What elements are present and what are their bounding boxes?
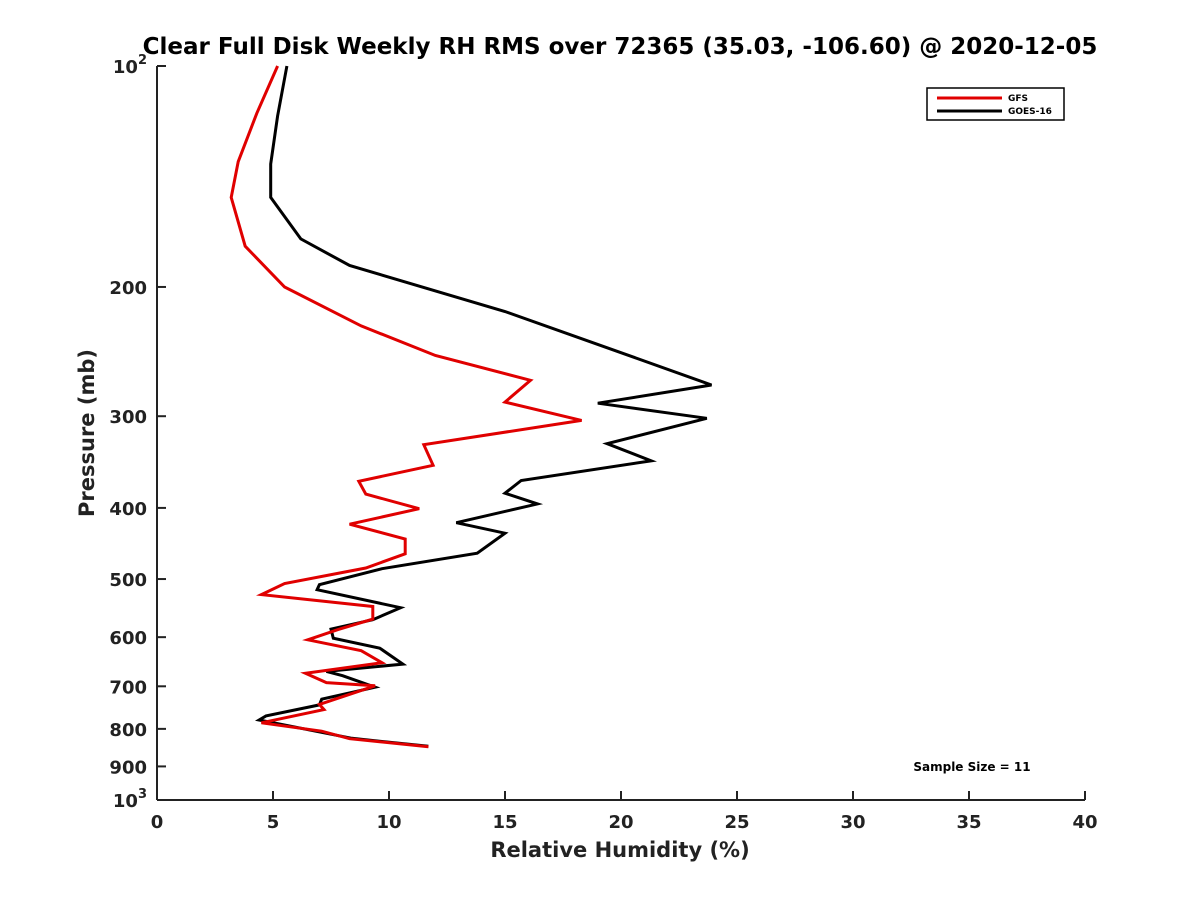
x-axis-label: Relative Humidity (%) [490,838,749,862]
series-line-0 [229,65,582,749]
y-axis-label: Pressure (mb) [75,349,99,517]
y-tick-label: 900 [109,757,147,778]
x-tick-label: 20 [608,812,633,833]
legend-label: GOES-16 [1008,107,1052,117]
sample-size-annotation: Sample Size = 11 [913,760,1030,774]
legend-box [926,87,1065,121]
legend: GFS GOES-16 [926,87,1065,121]
y-tick-label: 400 [109,499,147,520]
x-tick-label: 0 [151,812,164,833]
series-layer [229,65,713,749]
x-tick-label: 10 [376,812,401,833]
x-tick-label: 35 [956,812,981,833]
y-tick-label: 103 [113,787,147,812]
legend-label: GFS [1008,94,1028,104]
x-tick-label: 30 [840,812,865,833]
axes: 0 5 10 15 20 25 30 35 40 102 200 300 400 500 600 700 800… [109,53,1097,833]
y-tick-label: 600 [109,628,147,649]
y-tick-label: 500 [109,570,147,591]
y-tick-label: 200 [109,278,147,299]
y-tick-label: 700 [109,677,147,698]
x-tick-label: 15 [492,812,517,833]
x-tick-label: 25 [724,812,749,833]
y-tick-label: 300 [109,407,147,428]
x-tick-label: 40 [1072,812,1097,833]
y-tick-label: 800 [109,720,147,741]
x-tick-label: 5 [267,812,280,833]
chart-title: Clear Full Disk Weekly RH RMS over 72365… [143,34,1098,60]
y-tick-label: 102 [113,53,147,78]
